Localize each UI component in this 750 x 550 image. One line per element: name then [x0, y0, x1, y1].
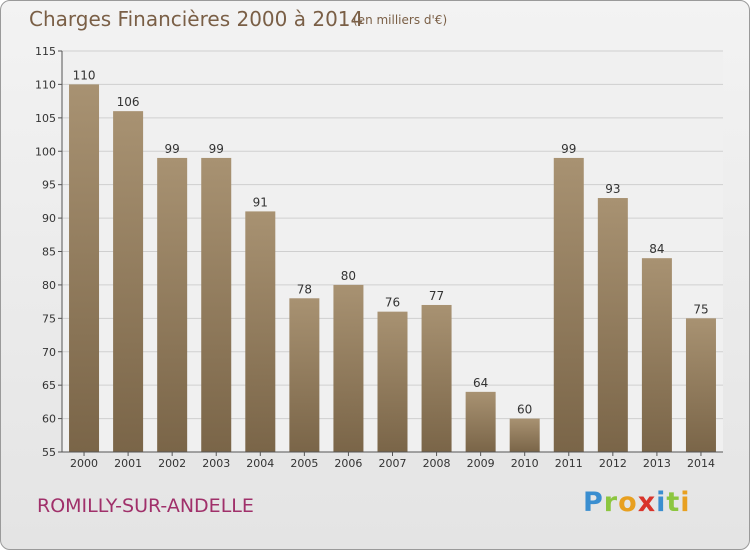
x-tick-label-2009: 2009 — [467, 457, 495, 470]
y-tick-label: 55 — [42, 446, 56, 459]
bar-2003 — [201, 157, 232, 452]
y-tick-label: 100 — [35, 145, 56, 158]
data-label-2001: 106 — [117, 95, 140, 109]
data-label-2000: 110 — [73, 68, 96, 82]
y-tick-label: 75 — [42, 312, 56, 325]
bar-2011 — [553, 157, 584, 452]
y-tick-label: 115 — [35, 45, 56, 58]
x-tick-label-2013: 2013 — [643, 457, 671, 470]
x-tick-label-2001: 2001 — [114, 457, 142, 470]
bar-2014 — [685, 318, 716, 452]
bar-2008 — [421, 304, 452, 452]
y-tick-label: 85 — [42, 246, 56, 259]
data-label-2009: 64 — [473, 376, 488, 390]
y-tick-label: 65 — [42, 379, 56, 392]
bar-2009 — [465, 391, 496, 452]
bar-2006 — [333, 284, 364, 452]
bar-2005 — [289, 298, 320, 452]
data-label-2002: 99 — [165, 142, 180, 156]
bar-2007 — [377, 311, 408, 452]
x-tick-label-2006: 2006 — [334, 457, 362, 470]
x-tick-label-2005: 2005 — [290, 457, 318, 470]
x-tick-label-2000: 2000 — [70, 457, 98, 470]
chart-title: Charges Financières 2000 à 2014 — [29, 7, 364, 31]
y-tick-label: 80 — [42, 279, 56, 292]
bar-2012 — [597, 198, 628, 452]
x-tick-label-2012: 2012 — [599, 457, 627, 470]
bar-2000 — [69, 84, 100, 453]
data-label-2008: 77 — [429, 289, 444, 303]
y-tick-label: 60 — [42, 413, 56, 426]
y-tick-label: 90 — [42, 212, 56, 225]
x-tick-label-2003: 2003 — [202, 457, 230, 470]
chart-subtitle: (en milliers d'€) — [353, 13, 448, 27]
bar-2013 — [641, 258, 672, 452]
data-label-2011: 99 — [561, 142, 576, 156]
data-label-2013: 84 — [649, 242, 664, 256]
place-name: ROMILLY-SUR-ANDELLE — [37, 495, 254, 517]
x-tick-label-2008: 2008 — [423, 457, 451, 470]
data-label-2007: 76 — [385, 296, 400, 310]
bar-2002 — [157, 157, 188, 452]
bar-2010 — [509, 418, 540, 452]
y-tick-label: 95 — [42, 179, 56, 192]
data-label-2010: 60 — [517, 403, 532, 417]
y-tick-label: 70 — [42, 346, 56, 359]
data-label-2014: 75 — [693, 302, 708, 316]
x-tick-label-2002: 2002 — [158, 457, 186, 470]
data-label-2006: 80 — [341, 269, 356, 283]
x-tick-label-2011: 2011 — [555, 457, 583, 470]
x-tick-label-2004: 2004 — [246, 457, 274, 470]
x-tick-label-2007: 2007 — [379, 457, 407, 470]
x-tick-label-2014: 2014 — [687, 457, 715, 470]
x-tick-label-2010: 2010 — [511, 457, 539, 470]
data-label-2003: 99 — [209, 142, 224, 156]
proxiti-logo[interactable]: Proxiti — [583, 487, 691, 518]
data-label-2005: 78 — [297, 282, 312, 296]
bar-2001 — [113, 111, 144, 453]
data-label-2012: 93 — [605, 182, 620, 196]
bar-2004 — [245, 211, 276, 452]
y-tick-label: 105 — [35, 112, 56, 125]
data-label-2004: 91 — [253, 195, 268, 209]
y-tick-label: 110 — [35, 78, 56, 91]
